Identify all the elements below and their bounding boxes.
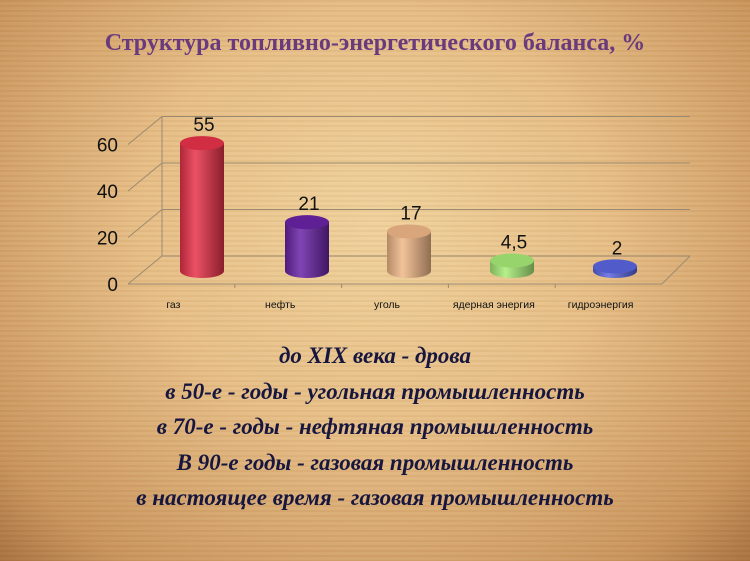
bar-газ <box>180 136 224 278</box>
text-line: в 50-е - годы - угольная промышленность <box>165 378 585 404</box>
x-tick-label: ядерная энергия <box>453 299 535 311</box>
gridline-side <box>127 255 163 285</box>
y-tick-label: 20 <box>97 229 118 250</box>
y-tick-label: 0 <box>107 275 118 296</box>
x-tick-label: уголь <box>374 299 401 311</box>
x-tick-label: нефть <box>265 299 296 311</box>
data-label: 21 <box>298 194 319 215</box>
cylinder-top <box>180 136 224 151</box>
data-label: 2 <box>612 238 623 259</box>
text-line: в настоящее время - газовая промышленнос… <box>136 485 614 510</box>
bar-гидроэнергия <box>593 259 637 278</box>
x-tick-label: гидроэнергия <box>568 299 634 311</box>
bar-уголь <box>387 224 431 278</box>
data-label: 55 <box>193 115 214 136</box>
floor-right-edge <box>661 255 691 285</box>
bar-ядерная энергия <box>490 253 534 278</box>
y-tick-label: 60 <box>97 136 118 157</box>
cylinder-top <box>387 224 431 239</box>
cylinder-body <box>285 222 329 278</box>
data-label: 4,5 <box>501 233 527 254</box>
x-tick-label: газ <box>166 299 180 311</box>
gridline-side <box>127 209 163 238</box>
data-label: 17 <box>400 203 421 224</box>
gridline-side <box>127 116 163 145</box>
cylinder-body <box>387 231 431 278</box>
text-line: до XIX века - дрова <box>278 343 472 368</box>
text-line: В 90-е годы - газовая промышленность <box>176 449 574 475</box>
slide-title: Структура топливно-энергетического балан… <box>104 30 646 56</box>
text-line: в 70-е - годы - нефтяная промышленность <box>156 414 594 439</box>
cylinder-top <box>593 259 637 274</box>
gridline-side <box>127 162 163 192</box>
bar-нефть <box>285 215 329 278</box>
cylinder-top <box>490 253 534 268</box>
cylinder-body <box>180 143 224 278</box>
cylinder-chart: 0 20 40 60 55 газ 21 нефть 17 уголь 4,5 ядерная эне… <box>97 115 691 311</box>
cylinder-top <box>285 215 329 230</box>
history-text: до XIX века - дрова в 50-е - годы - угол… <box>0 338 750 516</box>
y-tick-label: 40 <box>97 182 118 203</box>
